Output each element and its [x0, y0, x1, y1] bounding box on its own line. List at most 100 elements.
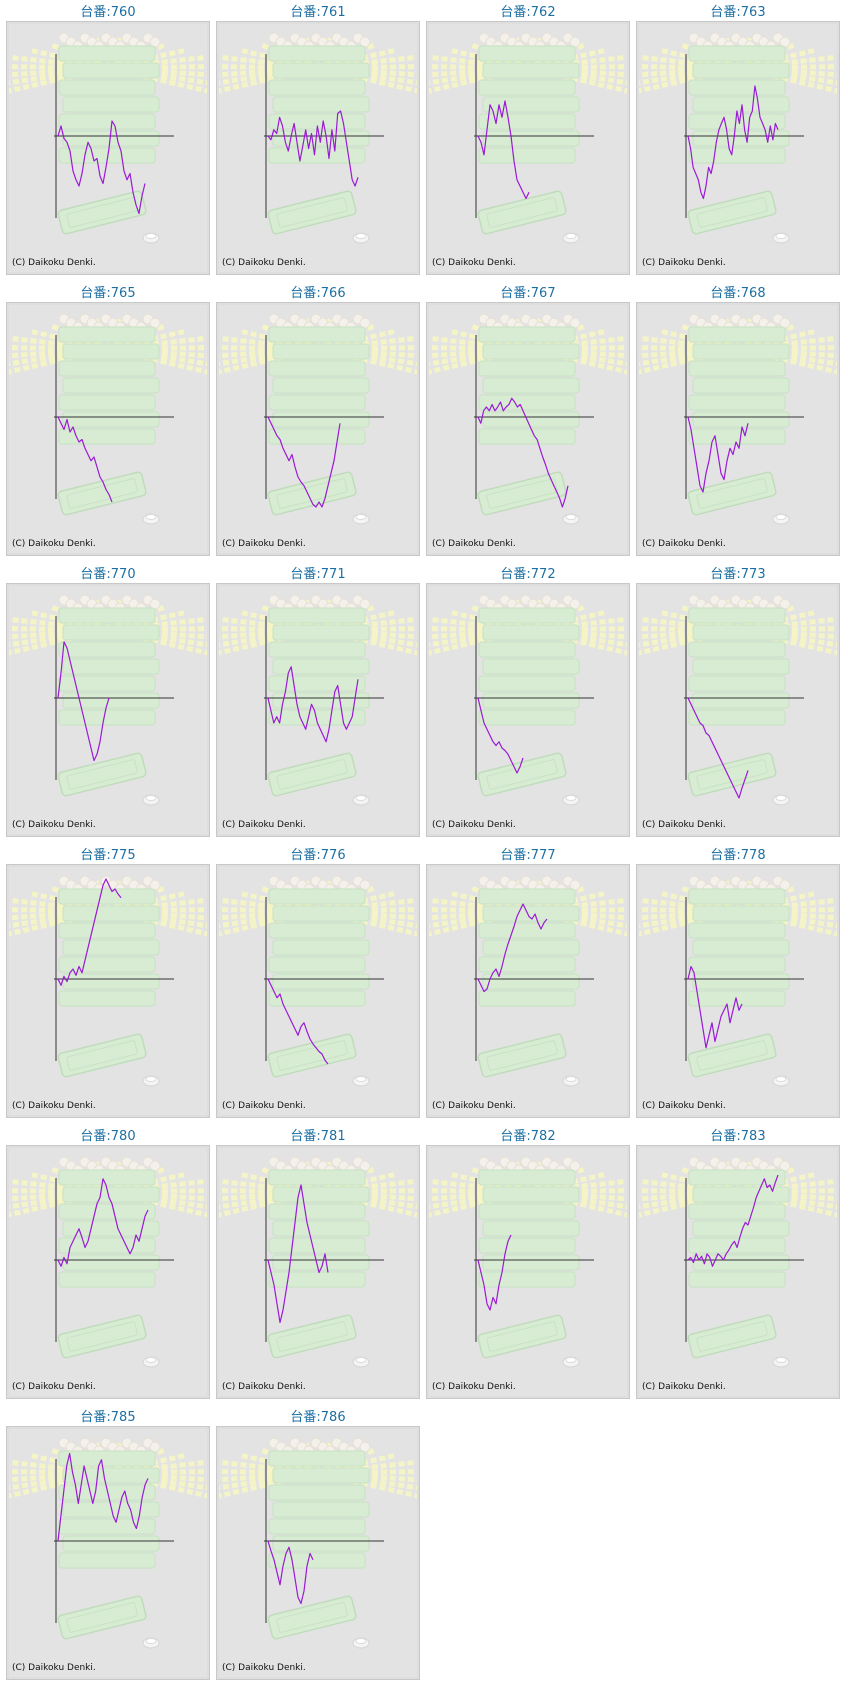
graph-frame[interactable]: (C) Daikoku Denki. [216, 1426, 420, 1680]
machine-tile[interactable]: 台番:786 (C) Daikoku Denki. [216, 1405, 420, 1685]
machine-number-link[interactable]: 台番:778 [710, 848, 766, 863]
graph-frame[interactable]: (C) Daikoku Denki. [636, 864, 840, 1118]
machine-tile[interactable]: 台番:777 (C) Daikoku Denki. [426, 843, 630, 1123]
graph-frame[interactable]: (C) Daikoku Denki. [636, 1145, 840, 1399]
machine-tile[interactable]: 台番:763 (C) Daikoku Denki. [636, 0, 840, 280]
machine-tile[interactable]: 台番:768 (C) Daikoku Denki. [636, 281, 840, 561]
graph-frame[interactable]: (C) Daikoku Denki. [216, 21, 420, 275]
graph-frame[interactable]: (C) Daikoku Denki. [636, 583, 840, 837]
payout-graph [639, 1156, 837, 1368]
machine-number-link[interactable]: 台番:785 [80, 1410, 136, 1425]
machine-tile[interactable]: 台番:765 (C) Daikoku Denki. [6, 281, 210, 561]
machine-tile[interactable]: 台番:762 (C) Daikoku Denki. [426, 0, 630, 280]
machine-tile[interactable]: 台番:775 (C) Daikoku Denki. [6, 843, 210, 1123]
machine-number-link[interactable]: 台番:781 [290, 1129, 346, 1144]
machine-number-link[interactable]: 台番:786 [290, 1410, 346, 1425]
machine-number-link[interactable]: 台番:768 [710, 286, 766, 301]
machine-tile[interactable]: 台番:781 (C) Daikoku Denki. [216, 1124, 420, 1404]
machine-number-link[interactable]: 台番:767 [500, 286, 556, 301]
graph-frame[interactable]: (C) Daikoku Denki. [6, 302, 210, 556]
machine-tile[interactable]: 台番:780 (C) Daikoku Denki. [6, 1124, 210, 1404]
graph-frame[interactable]: (C) Daikoku Denki. [216, 1145, 420, 1399]
graph-frame[interactable]: (C) Daikoku Denki. [6, 583, 210, 837]
machine-tile[interactable]: 台番:785 (C) Daikoku Denki. [6, 1405, 210, 1685]
graph-frame[interactable]: (C) Daikoku Denki. [6, 1145, 210, 1399]
graph-frame[interactable]: (C) Daikoku Denki. [426, 21, 630, 275]
graph-frame[interactable]: (C) Daikoku Denki. [6, 864, 210, 1118]
graph-frame[interactable]: (C) Daikoku Denki. [216, 302, 420, 556]
payout-graph [429, 32, 627, 244]
machine-number-link[interactable]: 台番:766 [290, 286, 346, 301]
graph-frame[interactable]: (C) Daikoku Denki. [636, 302, 840, 556]
machine-number-link[interactable]: 台番:775 [80, 848, 136, 863]
graph-frame[interactable]: (C) Daikoku Denki. [216, 583, 420, 837]
machine-tile[interactable]: 台番:776 (C) Daikoku Denki. [216, 843, 420, 1123]
graph-frame[interactable]: (C) Daikoku Denki. [426, 583, 630, 837]
machine-illustration [639, 1156, 837, 1368]
copyright-text: (C) Daikoku Denki. [642, 539, 726, 549]
graph-frame[interactable]: (C) Daikoku Denki. [426, 864, 630, 1118]
payout-line [267, 978, 329, 1065]
payout-line [57, 120, 146, 215]
copyright-text: (C) Daikoku Denki. [642, 1382, 726, 1392]
machine-tile[interactable]: 台番:771 (C) Daikoku Denki. [216, 562, 420, 842]
machine-tile[interactable]: 台番:767 (C) Daikoku Denki. [426, 281, 630, 561]
machine-number-link[interactable]: 台番:761 [290, 5, 346, 20]
payout-line [477, 1234, 512, 1311]
graph-frame[interactable]: (C) Daikoku Denki. [6, 1426, 210, 1680]
machine-tile[interactable]: 台番:766 (C) Daikoku Denki. [216, 281, 420, 561]
machine-illustration [9, 594, 207, 806]
machine-tile[interactable]: 台番:783 (C) Daikoku Denki. [636, 1124, 840, 1404]
graph-panel: (C) Daikoku Denki. [9, 1429, 207, 1677]
copyright-text: (C) Daikoku Denki. [222, 1101, 306, 1111]
payout-line [477, 697, 524, 774]
copyright-text: (C) Daikoku Denki. [222, 258, 306, 268]
payout-line [687, 965, 743, 1049]
graph-frame[interactable]: (C) Daikoku Denki. [426, 1145, 630, 1399]
graph-panel: (C) Daikoku Denki. [639, 24, 837, 272]
machine-number-link[interactable]: 台番:783 [710, 1129, 766, 1144]
machine-illustration [9, 875, 207, 1087]
machine-illustration [9, 32, 207, 244]
copyright-text: (C) Daikoku Denki. [12, 820, 96, 830]
machine-tile[interactable]: 台番:760 (C) Daikoku Denki. [6, 0, 210, 280]
payout-line [687, 416, 749, 493]
graph-frame[interactable]: (C) Daikoku Denki. [216, 864, 420, 1118]
payout-line [267, 110, 359, 187]
graph-panel: (C) Daikoku Denki. [9, 867, 207, 1115]
machine-tile[interactable]: 台番:773 (C) Daikoku Denki. [636, 562, 840, 842]
machine-illustration [639, 313, 837, 525]
machine-illustration [9, 313, 207, 525]
graph-frame[interactable]: (C) Daikoku Denki. [636, 21, 840, 275]
machine-number-link[interactable]: 台番:771 [290, 567, 346, 582]
machine-number-link[interactable]: 台番:782 [500, 1129, 556, 1144]
machine-number-link[interactable]: 台番:773 [710, 567, 766, 582]
payout-graph [639, 875, 837, 1087]
machine-number-link[interactable]: 台番:770 [80, 567, 136, 582]
machine-tile[interactable]: 台番:761 (C) Daikoku Denki. [216, 0, 420, 280]
copyright-text: (C) Daikoku Denki. [12, 1101, 96, 1111]
graph-frame[interactable]: (C) Daikoku Denki. [6, 21, 210, 275]
machine-number-link[interactable]: 台番:772 [500, 567, 556, 582]
machine-number-link[interactable]: 台番:776 [290, 848, 346, 863]
machine-number-link[interactable]: 台番:762 [500, 5, 556, 20]
payout-graph [429, 594, 627, 806]
machine-illustration [219, 313, 417, 525]
machine-tile[interactable]: 台番:772 (C) Daikoku Denki. [426, 562, 630, 842]
graph-frame[interactable]: (C) Daikoku Denki. [426, 302, 630, 556]
graph-panel: (C) Daikoku Denki. [219, 1429, 417, 1677]
payout-line [267, 1540, 314, 1605]
payout-line [477, 100, 530, 200]
payout-line [57, 1178, 149, 1267]
machine-tile[interactable]: 台番:778 (C) Daikoku Denki. [636, 843, 840, 1123]
machine-number-link[interactable]: 台番:777 [500, 848, 556, 863]
payout-graph [429, 313, 627, 525]
payout-line [687, 697, 749, 799]
graph-panel: (C) Daikoku Denki. [429, 24, 627, 272]
machine-tile[interactable]: 台番:770 (C) Daikoku Denki. [6, 562, 210, 842]
machine-number-link[interactable]: 台番:765 [80, 286, 136, 301]
machine-number-link[interactable]: 台番:763 [710, 5, 766, 20]
machine-number-link[interactable]: 台番:760 [80, 5, 136, 20]
machine-number-link[interactable]: 台番:780 [80, 1129, 136, 1144]
machine-tile[interactable]: 台番:782 (C) Daikoku Denki. [426, 1124, 630, 1404]
